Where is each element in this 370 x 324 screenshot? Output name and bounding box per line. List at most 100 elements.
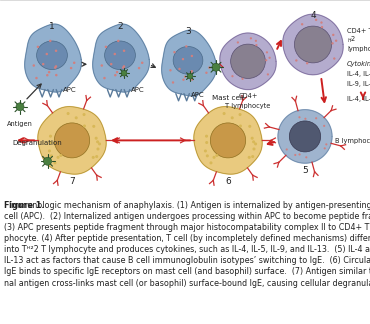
Circle shape	[237, 41, 239, 43]
Text: CD4+ T: CD4+ T	[347, 28, 370, 34]
Circle shape	[121, 70, 127, 76]
Text: 2: 2	[117, 22, 123, 31]
Circle shape	[301, 23, 303, 26]
Text: IL-4, IL-13: IL-4, IL-13	[347, 96, 370, 102]
Circle shape	[95, 137, 98, 140]
Circle shape	[123, 74, 125, 76]
Circle shape	[172, 81, 174, 84]
Text: Immunologic mechanism of anaphylaxis. (1) Antigen is internalized by antigen-pre: Immunologic mechanism of anaphylaxis. (1…	[4, 201, 370, 288]
Circle shape	[223, 112, 226, 115]
Ellipse shape	[173, 46, 203, 74]
Text: 3: 3	[185, 27, 191, 36]
Circle shape	[182, 78, 185, 81]
Circle shape	[286, 148, 288, 151]
Circle shape	[49, 40, 51, 42]
Circle shape	[46, 53, 48, 55]
Circle shape	[53, 161, 57, 164]
Circle shape	[315, 19, 317, 21]
Circle shape	[239, 124, 242, 128]
Polygon shape	[194, 107, 262, 174]
Text: APC: APC	[131, 87, 145, 93]
Circle shape	[299, 153, 301, 156]
Text: Figure 1.: Figure 1.	[4, 201, 44, 210]
Text: IL-4, IL-5: IL-4, IL-5	[347, 71, 370, 77]
Circle shape	[325, 143, 327, 145]
Circle shape	[48, 149, 51, 153]
Circle shape	[305, 156, 307, 158]
Circle shape	[255, 40, 257, 42]
Circle shape	[298, 116, 300, 118]
Circle shape	[212, 156, 216, 159]
Circle shape	[231, 116, 234, 119]
Circle shape	[205, 141, 208, 144]
Circle shape	[208, 66, 211, 69]
Circle shape	[123, 50, 125, 52]
Circle shape	[266, 51, 268, 53]
Circle shape	[105, 46, 107, 48]
Circle shape	[184, 75, 186, 78]
Circle shape	[267, 73, 269, 75]
Circle shape	[75, 116, 78, 119]
Circle shape	[43, 157, 51, 165]
Circle shape	[191, 55, 193, 57]
Circle shape	[212, 63, 220, 71]
Circle shape	[35, 77, 38, 79]
Text: 7: 7	[69, 177, 75, 186]
Circle shape	[251, 155, 254, 158]
Circle shape	[250, 37, 252, 40]
Circle shape	[254, 142, 257, 145]
Circle shape	[289, 121, 321, 152]
Circle shape	[178, 68, 181, 70]
Circle shape	[98, 142, 101, 145]
Circle shape	[83, 124, 86, 128]
Circle shape	[335, 40, 337, 42]
Circle shape	[294, 154, 296, 156]
Circle shape	[114, 74, 117, 76]
Text: APC: APC	[191, 92, 205, 98]
Circle shape	[96, 140, 99, 143]
Circle shape	[320, 21, 323, 24]
Text: 5: 5	[302, 166, 308, 175]
Circle shape	[49, 141, 52, 144]
Circle shape	[305, 118, 306, 120]
Text: CD4+: CD4+	[238, 93, 258, 99]
Circle shape	[191, 78, 194, 81]
Circle shape	[92, 156, 95, 159]
Circle shape	[37, 46, 39, 48]
Circle shape	[187, 73, 193, 79]
Text: Mast cell: Mast cell	[212, 95, 244, 101]
Circle shape	[55, 50, 57, 52]
Circle shape	[323, 125, 325, 127]
Circle shape	[123, 65, 125, 68]
Circle shape	[114, 53, 116, 55]
Text: T lymphocyte: T lymphocyte	[225, 103, 271, 109]
Text: Antigen: Antigen	[7, 121, 33, 127]
Circle shape	[333, 57, 336, 60]
Circle shape	[231, 44, 265, 78]
Text: APC: APC	[63, 87, 77, 93]
Circle shape	[117, 40, 120, 42]
Circle shape	[55, 65, 57, 68]
Circle shape	[116, 71, 118, 74]
Text: 4: 4	[310, 11, 316, 20]
Circle shape	[265, 59, 268, 61]
Circle shape	[57, 156, 60, 159]
Circle shape	[48, 71, 50, 74]
Text: Cytokines: Cytokines	[347, 61, 370, 67]
Circle shape	[205, 72, 208, 74]
Circle shape	[269, 57, 271, 59]
Circle shape	[315, 117, 317, 119]
Circle shape	[49, 135, 52, 138]
Circle shape	[92, 125, 95, 128]
Circle shape	[97, 147, 100, 151]
Circle shape	[332, 34, 334, 36]
Circle shape	[54, 123, 90, 158]
Circle shape	[103, 77, 106, 79]
Circle shape	[255, 44, 258, 46]
Circle shape	[50, 154, 53, 157]
Circle shape	[95, 155, 98, 158]
Circle shape	[209, 161, 212, 164]
Circle shape	[54, 66, 57, 69]
Circle shape	[73, 62, 75, 64]
Circle shape	[169, 69, 172, 72]
